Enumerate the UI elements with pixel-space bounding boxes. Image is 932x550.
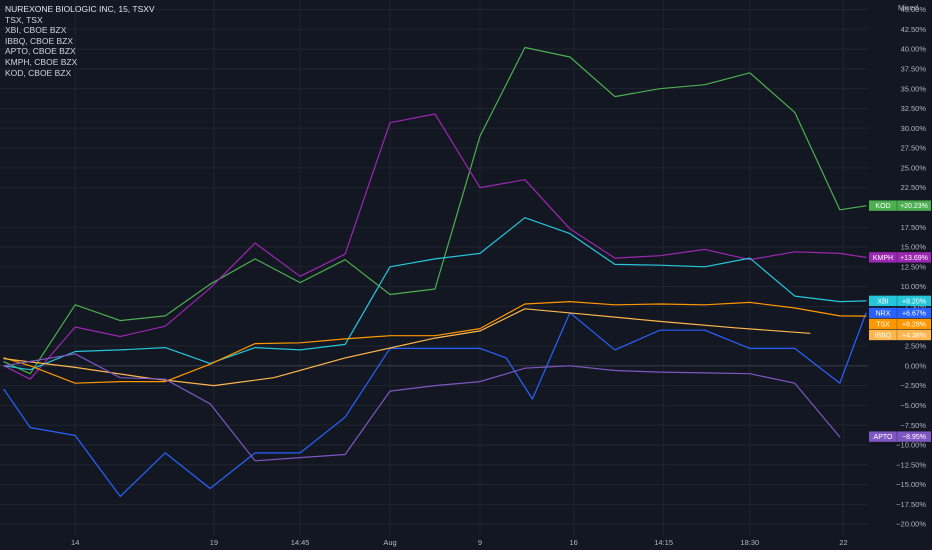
badge-value-box [897, 318, 931, 330]
badge-name-box [869, 307, 897, 319]
y-tick-label: −10.00% [896, 441, 926, 450]
badge-value-box [897, 329, 931, 341]
x-tick-label: 14:15 [654, 538, 673, 547]
badge-tsx[interactable]: TSX +6.28% [869, 318, 931, 330]
x-tick-label: 9 [478, 538, 482, 547]
y-tick-label: 17.50% [901, 223, 927, 232]
y-tick-label: −15.00% [896, 480, 926, 489]
badge-series-value: +6.28% [902, 322, 926, 329]
badge-kmph[interactable]: KMPH +13.69% [869, 252, 931, 263]
x-tick-label: 22 [839, 538, 847, 547]
x-tick-label: Aug [383, 538, 396, 547]
badge-series-name: TSX [876, 322, 890, 329]
badge-series-name: APTO [874, 434, 893, 441]
x-axis[interactable]: 14 19 14:45 Aug 9 16 14:15 18:30 22 [71, 538, 848, 547]
legend-item-kmph[interactable]: KMPH, CBOE BZX [5, 56, 78, 67]
badge-value-box [897, 252, 931, 263]
series-line-kmph[interactable] [3, 113, 867, 380]
badge-series-value: +6.67% [902, 311, 926, 318]
badge-name-box [869, 295, 897, 307]
y-tick-label: 27.50% [901, 144, 927, 153]
y-tick-label: 32.50% [901, 104, 927, 113]
legend: NUREXONE BIOLOGIC INC, 15, TSXV TSX, TSX… [5, 4, 155, 78]
badge-series-name: XBI [877, 298, 888, 305]
legend-item-xbi[interactable]: XBI, CBOE BZX [5, 25, 67, 36]
y-tick-label: −5.00% [900, 401, 926, 410]
y-tick-label: −2.50% [900, 381, 926, 390]
x-tick-label: 19 [210, 538, 218, 547]
badge-series-name: KMPH [873, 255, 893, 262]
badge-value-box [897, 200, 931, 211]
legend-item-apto[interactable]: APTO, CBOE BZX [5, 46, 76, 57]
y-tick-label: 40.00% [901, 45, 927, 54]
series-line-nrx[interactable] [3, 312, 867, 497]
badge-series-value: +20.23% [900, 203, 928, 210]
x-tick-label: 14:45 [291, 538, 310, 547]
series-line-kod[interactable] [3, 46, 867, 375]
y-tick-label: 2.50% [905, 342, 927, 351]
badge-name-box [869, 252, 897, 263]
legend-item-ibbq[interactable]: IBBQ, CBOE BZX [5, 35, 74, 46]
badge-series-value: +8.20% [902, 298, 926, 305]
badge-apto[interactable]: APTO −8.95% [869, 431, 931, 442]
legend-item-main[interactable]: NUREXONE BIOLOGIC INC, 15, TSXV [5, 4, 155, 14]
y-tick-label: 30.00% [901, 124, 927, 133]
series-layer [3, 46, 867, 497]
y-tick-label: 45.00% [901, 5, 927, 14]
y-tick-label: 37.50% [901, 64, 927, 73]
y-tick-label: 0.00% [905, 361, 927, 370]
y-tick-label: 15.00% [901, 243, 927, 252]
x-tick-label: 18:30 [740, 538, 759, 547]
x-tick-label: 16 [569, 538, 577, 547]
badge-value-box [897, 295, 931, 307]
last-value-badges: KOD +20.23%KMPH +13.69%XBI +8.20%NRX +6.67%T… [869, 200, 931, 442]
badge-value-box [897, 431, 931, 442]
badge-series-value: +13.69% [900, 255, 928, 262]
badge-value-box [897, 307, 931, 319]
grid-layer [0, 0, 868, 536]
y-tick-label: 12.50% [901, 262, 927, 271]
badge-kod[interactable]: KOD +20.23% [869, 200, 931, 211]
y-tick-label: 35.00% [901, 84, 927, 93]
y-tick-label: 22.50% [901, 183, 927, 192]
series-line-xbi[interactable] [3, 217, 867, 371]
badge-series-name: NRX [876, 311, 891, 318]
badge-name-box [869, 431, 897, 442]
badge-name-box [869, 200, 897, 211]
y-tick-label: −20.00% [896, 520, 926, 529]
badge-ibbq[interactable]: IBBQ +4.38% [869, 329, 931, 341]
y-tick-label: 10.00% [901, 282, 927, 291]
badge-xbi[interactable]: XBI +8.20% [869, 295, 931, 307]
badge-series-value: +4.38% [902, 333, 926, 340]
badge-series-name: KOD [875, 203, 890, 210]
badge-name-box [869, 318, 897, 330]
x-tick-label: 14 [71, 538, 79, 547]
legend-item-tsx[interactable]: TSX, TSX [5, 14, 43, 25]
badge-series-value: −8.95% [902, 434, 926, 441]
y-tick-label: −12.50% [896, 460, 926, 469]
y-tick-label: 7.50% [905, 302, 927, 311]
series-line-apto[interactable] [3, 353, 841, 462]
badge-nrx[interactable]: NRX +6.67% [869, 307, 931, 319]
y-tick-label: 42.50% [901, 25, 927, 34]
scale-mode-label[interactable]: Mixed [898, 3, 919, 12]
badge-name-box [869, 329, 897, 341]
legend-item-kod[interactable]: KOD, CBOE BZX [5, 67, 72, 78]
badge-series-name: IBBQ [875, 333, 892, 340]
y-tick-label: −7.50% [900, 421, 926, 430]
series-line-tsx[interactable] [3, 301, 867, 384]
y-axis[interactable]: 45.00% 42.50% 40.00% 37.50% 35.00% 32.50% 30.0… [896, 5, 926, 529]
y-tick-label: 25.00% [901, 163, 927, 172]
y-tick-label: −17.50% [896, 500, 926, 509]
